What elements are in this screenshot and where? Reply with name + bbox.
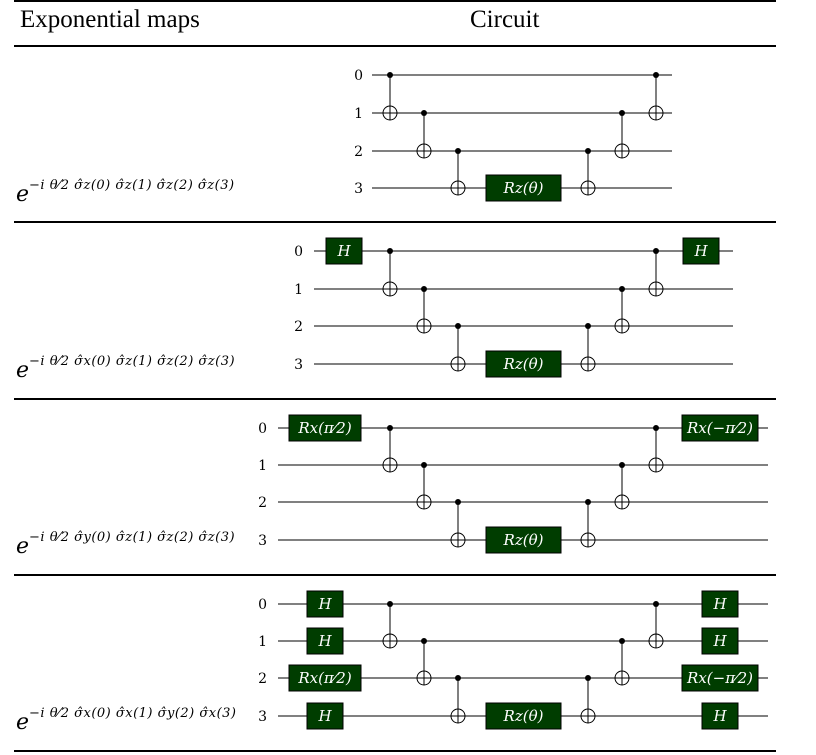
post-gate-label: H [712,632,727,650]
rz-gate-label: Rz(θ) [503,355,544,373]
header-circuit: Circuit [470,6,540,33]
pre-gate-label: H [336,242,351,260]
cnot-control [421,462,427,468]
post-gate-label: H [712,595,727,613]
pre-gate-label: H [317,632,332,650]
pre-gate [325,237,363,265]
rz-gate [485,702,562,730]
row-rule-3 [14,574,776,576]
row-rule-1 [14,221,776,223]
exponent: −i θ⁄2 σ̂y(0) σ̂z(1) σ̂z(2) σ̂z(3) [29,530,236,545]
rz-gate-label: Rz(θ) [503,707,544,725]
rz-gate [485,174,562,202]
post-gate [682,237,720,265]
qubit-label: 3 [354,181,363,197]
post-gate [701,590,739,618]
bottom-rule [14,750,776,752]
qubit-label: 2 [294,319,303,335]
post-gate [681,414,759,442]
qubit-label: 2 [354,144,363,160]
qubit-label: 2 [258,495,267,511]
exp-map-row-3: e−i θ⁄2 σ̂y(0) σ̂z(1) σ̂z(2) σ̂z(3) [16,530,236,559]
rz-gate-label: Rz(θ) [503,531,544,549]
qubit-label: 1 [354,106,363,122]
post-gate-label: H [712,707,727,725]
qubit-label: 1 [294,282,303,298]
cnot-control [619,462,625,468]
qubit-label: 0 [258,421,267,437]
qubit-label: 3 [258,709,267,725]
post-gate-label: Rx(−π⁄2) [686,669,753,687]
cnot-control [653,601,659,607]
post-gate [701,627,739,655]
pre-gate [288,414,362,442]
post-gate [681,664,759,692]
qubit-label: 0 [294,244,303,260]
cnot-control [387,72,393,78]
qubit-label: 0 [258,597,267,613]
top-rule [14,0,776,2]
qubit-label: 0 [354,68,363,84]
cnot-control [387,425,393,431]
cnot-control [421,286,427,292]
cnot-control [455,323,461,329]
qubit-label: 2 [258,671,267,687]
cnot-control [619,286,625,292]
cnot-control [585,148,591,154]
cnot-control [455,675,461,681]
exp-map-row-1: e−i θ⁄2 σ̂z(0) σ̂z(1) σ̂z(2) σ̂z(3) [16,178,235,207]
cnot-control [421,110,427,116]
cnot-control [455,499,461,505]
pre-gate-label: Rx(π⁄2) [297,419,352,437]
exponent: −i θ⁄2 σ̂z(0) σ̂z(1) σ̂z(2) σ̂z(3) [29,178,235,193]
qubit-label: 1 [258,458,267,474]
pre-gate [306,627,344,655]
qubit-label: 3 [258,533,267,549]
cnot-control [387,248,393,254]
qubit-label: 1 [258,634,267,650]
rz-gate [485,526,562,554]
cnot-control [421,638,427,644]
exponent: −i θ⁄2 σ̂x(0) σ̂z(1) σ̂z(2) σ̂z(3) [29,354,236,369]
cnot-control [619,638,625,644]
rz-gate-label: Rz(θ) [503,179,544,197]
pre-gate-label: H [317,707,332,725]
header-exponential-maps: Exponential maps [20,6,200,33]
cnot-control [585,499,591,505]
qubit-label: 3 [294,357,303,373]
cnot-control [585,323,591,329]
post-gate [701,702,739,730]
cnot-control [653,248,659,254]
cnot-control [619,110,625,116]
rz-gate [485,350,562,378]
cnot-control [653,425,659,431]
cnot-control [585,675,591,681]
row-rule-2 [14,398,776,400]
exponent: −i θ⁄2 σ̂x(0) σ̂x(1) σ̂y(2) σ̂x(3) [29,706,237,721]
post-gate-label: H [693,242,708,260]
pre-gate-label: H [317,595,332,613]
cnot-control [653,72,659,78]
cnot-control [387,601,393,607]
exp-map-row-2: e−i θ⁄2 σ̂x(0) σ̂z(1) σ̂z(2) σ̂z(3) [16,354,236,383]
pre-gate [306,702,344,730]
pre-gate [288,664,362,692]
pre-gate-label: Rx(π⁄2) [297,669,352,687]
pre-gate [306,590,344,618]
header-rule [14,45,776,47]
exp-map-row-4: e−i θ⁄2 σ̂x(0) σ̂x(1) σ̂y(2) σ̂x(3) [16,706,237,735]
cnot-control [455,148,461,154]
post-gate-label: Rx(−π⁄2) [686,419,753,437]
